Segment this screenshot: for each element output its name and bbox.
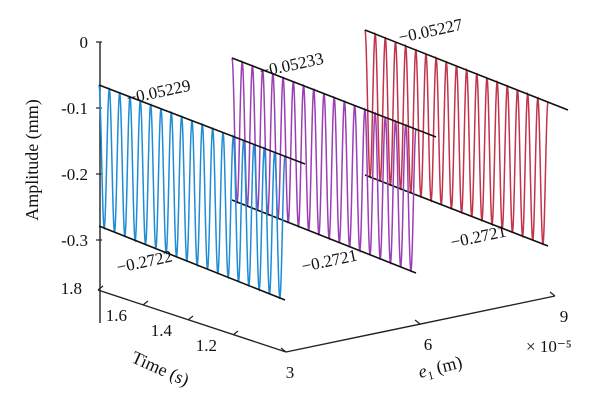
series-group: −0.05227 −0.2721 −0.05233 −0.2721 −0.05229 −0…: [98, 15, 569, 301]
y-axis-title: e1 (m): [416, 352, 465, 385]
max-value-label: −0.05229: [125, 76, 192, 108]
min-envelope-line: [98, 225, 286, 301]
y-axis-title-unit: (m): [430, 352, 465, 380]
min-value-label: −0.2721: [300, 246, 359, 276]
y-axis-title-sub: 1: [426, 368, 435, 383]
z-tick-label: -0.2: [61, 165, 88, 184]
z-tick-label: -0.3: [61, 231, 88, 250]
z-tick-label: 0: [80, 33, 89, 52]
x-tick: [232, 330, 239, 336]
y-tick: [414, 319, 421, 325]
x-tick-label: 1.8: [61, 279, 82, 298]
y-tick-label: 9: [560, 307, 569, 326]
y-tick: [549, 291, 556, 297]
x-tick: [187, 315, 194, 321]
x-axis-title: Time (s): [128, 347, 192, 391]
x-tick-label: 1.2: [196, 336, 217, 355]
min-envelope-line: [364, 174, 549, 247]
x-tick: [142, 300, 149, 306]
series-9: −0.05227 −0.2721: [364, 15, 569, 252]
x-tick: [97, 285, 104, 291]
min-envelope-line: [231, 199, 417, 274]
y-tick-label: 3: [286, 363, 295, 382]
x-axis-line: [97, 289, 287, 353]
x-tick-label: 1.6: [106, 306, 127, 325]
z-tick-label: -0.1: [61, 99, 88, 118]
axes-group: 0 -0.1 -0.2 -0.3 1.8 1.6 1.4 1.2 3 6 9: [61, 33, 569, 382]
max-envelope-line: [98, 84, 306, 165]
z-axis-title: Amplitude (mm): [22, 99, 43, 220]
max-envelope-line: [231, 57, 437, 138]
series-line: [231, 57, 417, 273]
y-exponent-label: × 10⁻⁵: [526, 337, 572, 356]
max-envelope-line: [364, 29, 569, 111]
y-tick-label: 6: [424, 335, 433, 354]
y-axis-line: [285, 295, 556, 353]
max-value-label: −0.05227: [397, 15, 465, 47]
y-tick: [280, 347, 287, 353]
min-value-label: −0.2722: [115, 247, 174, 277]
max-value-label: −0.05233: [258, 49, 325, 81]
min-value-label: −0.2721: [449, 222, 508, 252]
x-tick-label: 1.4: [151, 321, 173, 340]
